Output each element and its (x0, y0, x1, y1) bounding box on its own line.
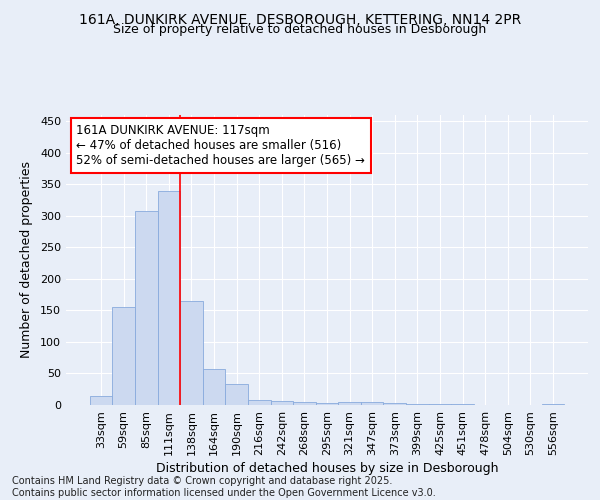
X-axis label: Distribution of detached houses by size in Desborough: Distribution of detached houses by size … (156, 462, 498, 475)
Bar (90, 396, 112, 405)
Bar (112, 308, 135, 405)
Text: 161A, DUNKIRK AVENUE, DESBOROUGH, KETTERING, NN14 2PR: 161A, DUNKIRK AVENUE, DESBOROUGH, KETTER… (79, 12, 521, 26)
Y-axis label: Number of detached properties: Number of detached properties (20, 162, 33, 358)
Bar (316, 403, 338, 405)
Text: Size of property relative to detached houses in Desborough: Size of property relative to detached ho… (113, 22, 487, 36)
Bar (158, 190, 180, 405)
Bar (180, 301, 203, 405)
Bar (383, 403, 406, 405)
Bar (248, 400, 271, 405)
Bar (428, 404, 451, 405)
Bar (271, 400, 293, 405)
Bar (542, 404, 564, 405)
Bar (451, 404, 474, 405)
Bar (361, 402, 383, 405)
Text: 161A DUNKIRK AVENUE: 117sqm
← 47% of detached houses are smaller (516)
52% of se: 161A DUNKIRK AVENUE: 117sqm ← 47% of det… (76, 124, 365, 166)
Bar (406, 404, 428, 405)
Bar (135, 211, 158, 405)
Bar (293, 402, 316, 405)
Bar (203, 369, 226, 405)
Text: Contains HM Land Registry data © Crown copyright and database right 2025.
Contai: Contains HM Land Registry data © Crown c… (12, 476, 436, 498)
Bar (338, 402, 361, 405)
Bar (226, 384, 248, 405)
